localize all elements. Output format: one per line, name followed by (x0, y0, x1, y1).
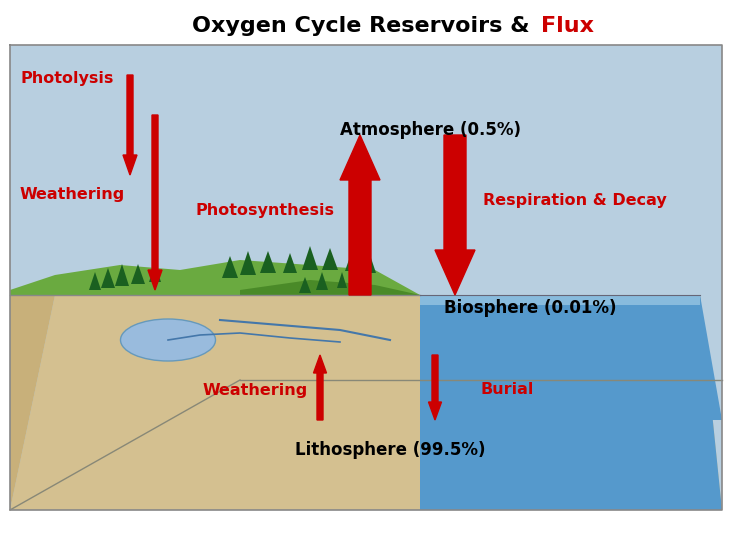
Polygon shape (10, 295, 722, 510)
Text: Flux: Flux (541, 16, 594, 36)
Text: Weathering: Weathering (20, 187, 125, 203)
FancyArrow shape (428, 355, 441, 420)
Polygon shape (10, 45, 722, 510)
Text: Weathering: Weathering (202, 383, 307, 397)
FancyArrow shape (435, 135, 475, 295)
Polygon shape (337, 272, 347, 288)
Ellipse shape (121, 319, 215, 361)
Text: Burial: Burial (480, 383, 534, 397)
Polygon shape (240, 280, 420, 295)
Text: Photolysis: Photolysis (20, 71, 113, 85)
Polygon shape (420, 295, 700, 305)
Polygon shape (322, 248, 338, 270)
Text: Oxygen Cycle Reservoirs &: Oxygen Cycle Reservoirs & (192, 16, 537, 36)
Polygon shape (240, 251, 256, 275)
Polygon shape (260, 251, 276, 273)
Text: Respiration & Decay: Respiration & Decay (483, 192, 667, 208)
Text: Photosynthesis: Photosynthesis (195, 203, 335, 218)
FancyArrow shape (340, 135, 380, 295)
Polygon shape (345, 251, 359, 271)
Polygon shape (131, 264, 145, 284)
Polygon shape (316, 272, 328, 290)
Polygon shape (299, 277, 311, 293)
Text: Atmosphere (0.5%): Atmosphere (0.5%) (340, 121, 520, 139)
Polygon shape (101, 268, 115, 288)
Polygon shape (420, 295, 722, 510)
FancyArrow shape (148, 115, 162, 290)
Polygon shape (420, 295, 722, 420)
Polygon shape (10, 295, 55, 510)
Text: Biosphere (0.01%): Biosphere (0.01%) (444, 299, 616, 317)
FancyArrow shape (123, 75, 137, 175)
Polygon shape (283, 253, 297, 273)
Polygon shape (302, 246, 318, 270)
Polygon shape (10, 260, 420, 295)
FancyArrow shape (313, 355, 326, 420)
Polygon shape (149, 264, 161, 282)
Polygon shape (115, 264, 129, 286)
Polygon shape (89, 272, 101, 290)
Polygon shape (364, 255, 376, 273)
Polygon shape (222, 256, 238, 278)
Text: Lithosphere (99.5%): Lithosphere (99.5%) (295, 441, 485, 459)
